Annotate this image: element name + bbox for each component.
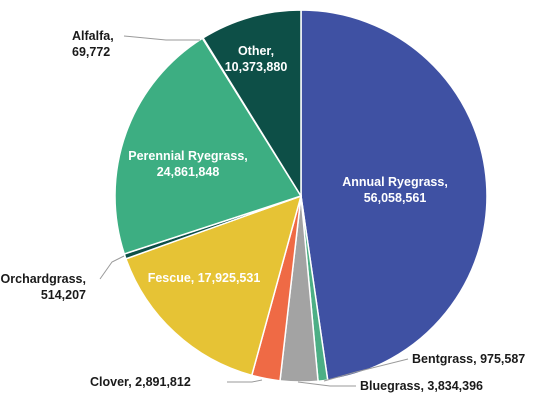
label-perennial-ryegrass: Perennial Ryegrass, 24,861,848 xyxy=(128,149,248,179)
pie-slices xyxy=(114,9,488,383)
leader-alfalfa xyxy=(123,35,200,41)
leader-lines xyxy=(99,35,409,387)
label-bluegrass: Bluegrass, 3,834,396 xyxy=(360,379,483,393)
slice-other xyxy=(202,9,302,199)
slice-fescue xyxy=(124,194,303,377)
label-fescue: Fescue, 17,925,531 xyxy=(148,271,261,285)
label-alfalfa: Alfalfa, 69,772 xyxy=(72,29,114,59)
label-annual-ryegrass: Annual Ryegrass, 56,058,561 xyxy=(342,175,448,205)
label-other: Other, 10,373,880 xyxy=(225,44,288,74)
leader-bluegrass xyxy=(297,381,356,387)
slice-labels: Annual Ryegrass, 56,058,561 Bentgrass, 975… xyxy=(1,29,526,393)
leader-orchardgrass xyxy=(99,255,125,280)
slice-annual-ryegrass xyxy=(300,9,488,381)
leader-bentgrass xyxy=(323,358,409,382)
label-orchardgrass: Orchardgrass, 514,207 xyxy=(1,272,87,302)
slice-perennial-ryegrass xyxy=(114,37,303,255)
label-clover: Clover, 2,891,812 xyxy=(90,375,191,389)
leader-clover xyxy=(227,379,263,383)
label-bentgrass: Bentgrass, 975,587 xyxy=(412,352,525,366)
